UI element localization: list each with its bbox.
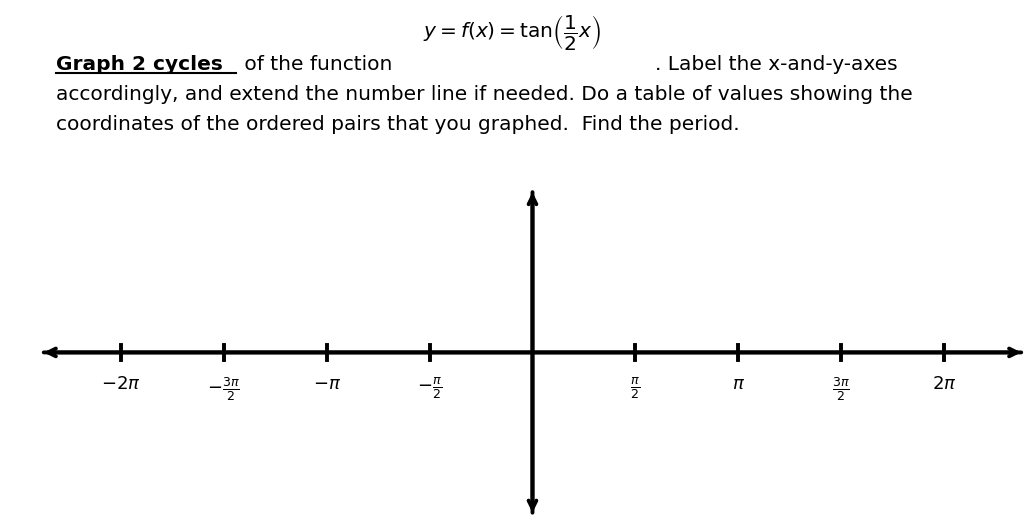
Text: coordinates of the ordered pairs that you graphed.  Find the period.: coordinates of the ordered pairs that yo… [56, 115, 740, 134]
Text: $2\pi$: $2\pi$ [932, 375, 956, 393]
Text: $-\frac{3\pi}{2}$: $-\frac{3\pi}{2}$ [207, 375, 240, 403]
Text: $y = f(x) = \tan\!\left(\dfrac{1}{2}x\right)$: $y = f(x) = \tan\!\left(\dfrac{1}{2}x\ri… [423, 13, 601, 52]
Text: . Label the x-and-y-axes: . Label the x-and-y-axes [655, 55, 898, 74]
Text: Graph 2 cycles: Graph 2 cycles [56, 55, 223, 74]
Text: $\frac{\pi}{2}$: $\frac{\pi}{2}$ [631, 375, 640, 401]
Text: $-2\pi$: $-2\pi$ [101, 375, 140, 393]
Text: accordingly, and extend the number line if needed. Do a table of values showing : accordingly, and extend the number line … [56, 85, 913, 104]
Text: $\frac{3\pi}{2}$: $\frac{3\pi}{2}$ [833, 375, 850, 403]
Text: of the function: of the function [238, 55, 392, 74]
Text: $\pi$: $\pi$ [732, 375, 744, 393]
Text: $-\pi$: $-\pi$ [312, 375, 341, 393]
Text: $-\frac{\pi}{2}$: $-\frac{\pi}{2}$ [417, 375, 442, 401]
